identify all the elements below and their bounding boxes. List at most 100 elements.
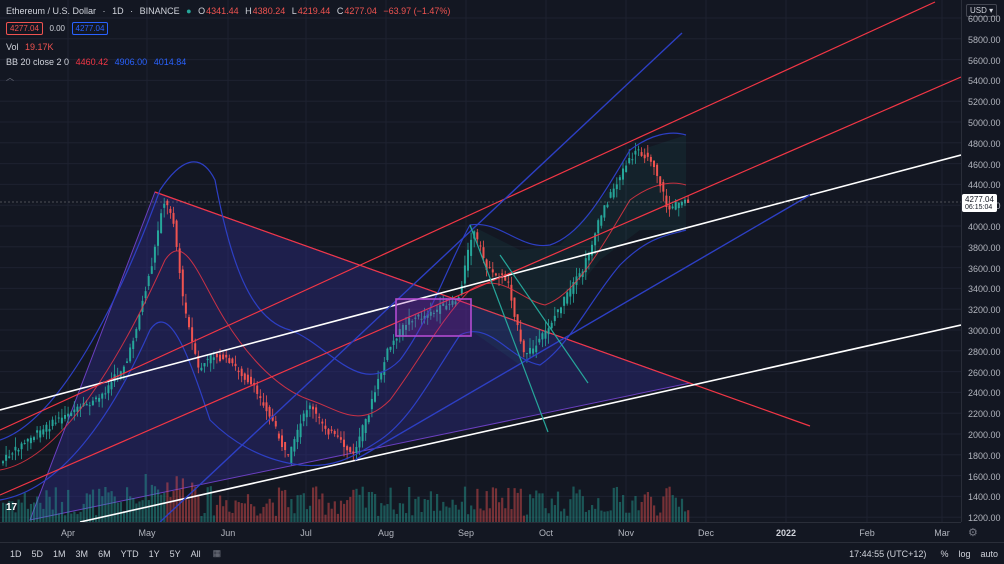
timeframe-5y[interactable]: 5Y [169,548,181,559]
price-tick: 5600.00 [968,55,1001,66]
trendline-green-1[interactable] [469,224,549,433]
trendline-blue-channel[interactable] [354,194,811,461]
timeframe-1m[interactable]: 1M [53,548,66,559]
timeframe-6m[interactable]: 6M [98,548,111,559]
bb-upper-value: 4906.00 [114,57,148,67]
price-tick: 4600.00 [968,159,1001,170]
interval-label[interactable]: 1D [112,6,124,16]
date-range-icon[interactable]: ▦ [212,548,222,558]
volume-legend[interactable]: Vol 19.17K [6,42,58,52]
time-tick: Jul [300,528,312,538]
price-tick: 4800.00 [968,138,1001,149]
bb-lower-line [0,229,687,501]
price-tick: 5200.00 [968,97,1001,108]
bb-label: BB 20 close 2 0 [6,57,70,67]
price-tick: 1400.00 [968,492,1001,503]
trendline-red-top[interactable] [0,1,936,431]
ohlc-open: 4341.44 [206,6,239,16]
price-tick: 5400.00 [968,76,1001,87]
market-status-dot-icon: ● [186,6,192,16]
percent-toggle[interactable]: % [940,548,949,559]
auto-toggle[interactable]: auto [980,548,998,559]
price-chart[interactable] [0,0,961,522]
time-tick: Aug [377,528,395,538]
symbol-name[interactable]: Ethereum / U.S. Dollar [6,6,97,16]
price-tick: 3200.00 [968,305,1001,316]
price-tick: 6000.00 [968,14,1001,24]
time-tick: May [138,528,156,538]
ohlc-high: 4380.24 [252,6,286,16]
time-tick: Feb [859,528,875,538]
last-price-value: 4277.04 [965,195,994,204]
range-rectangle[interactable] [395,298,472,337]
timeframe-ytd[interactable]: YTD [120,548,139,559]
time-tick: Nov [617,528,635,538]
time-tick: Jun [220,528,236,538]
bb-lower-value: 4014.84 [153,57,187,67]
currency-label: USD [970,6,987,15]
price-tick: 3800.00 [968,242,1001,253]
trendline-white-upper[interactable] [0,154,961,411]
ohlc-low-label: L [291,6,297,16]
price-tick: 3400.00 [968,284,1001,295]
ohlc-low: 4219.44 [297,6,331,16]
log-toggle[interactable]: log [958,548,971,559]
price-tick: 3000.00 [968,326,1001,336]
ohlc-close: 4277.04 [344,6,377,16]
time-tick: Apr [60,528,76,538]
bb-legend[interactable]: BB 20 close 2 0 4460.42 4906.00 4014.84 [6,57,190,67]
last-price-tag: 4277.04 06:15:04 [962,194,997,212]
bb-band-fill [470,135,686,365]
bar-countdown: 06:15:04 [965,204,993,211]
price-tick: 5800.00 [968,34,1001,45]
time-tick: Oct [538,528,554,538]
bb-basis-value: 4460.42 [75,57,109,67]
vol-label: Vol [6,42,19,52]
collapse-legend-icon[interactable]: ︿ [6,73,14,82]
price-tick: 1200.00 [968,513,1001,524]
volume-bars [2,473,690,522]
spread-value: 0.00 [49,24,66,33]
price-tick: 1800.00 [968,450,1001,461]
trendline-white-lower[interactable] [79,324,961,522]
timeframe-1d[interactable]: 1D [10,548,22,559]
timeframe-5d[interactable]: 5D [31,548,44,559]
time-tick: Mar [934,528,950,538]
price-tick: 4000.00 [968,222,1001,232]
bb-upper-line [0,132,687,441]
price-tick: 5000.00 [968,118,1001,128]
tradingview-logo[interactable]: 17 [6,502,18,513]
trendline-green-2[interactable] [499,254,589,384]
chart-grid [0,0,961,522]
price-tick: 1600.00 [968,471,1001,482]
trendline-red-mid[interactable] [0,76,961,496]
price-tick: 2400.00 [968,388,1001,399]
ohlc-close-label: C [336,6,344,16]
price-tick: 2800.00 [968,346,1001,357]
price-tick: 2000.00 [968,430,1001,440]
price-tick: 2600.00 [968,367,1001,378]
price-tick: 2200.00 [968,409,1001,420]
sell-button[interactable]: 4277.04 [6,22,43,35]
time-axis[interactable]: Apr May Jun Jul Aug Sep Oct Nov Dec 2022 Feb Mar ⚙ [0,522,978,542]
timeframe-1y[interactable]: 1Y [148,548,160,559]
currency-selector[interactable]: USD ▾ [966,4,998,17]
symbol-legend[interactable]: Ethereum / U.S. Dollar · 1D · BINANCE ● … [6,6,451,16]
timeframe-3m[interactable]: 3M [75,548,89,559]
clock[interactable]: 17:44:55 (UTC+12) [849,548,927,559]
timeframe-all[interactable]: All [190,548,201,559]
exchange-label: BINANCE [139,6,180,16]
price-tick: 3600.00 [968,263,1001,274]
buy-button[interactable]: 4277.04 [71,22,109,35]
vol-value: 19.17K [25,42,54,52]
time-tick: Dec [697,528,715,538]
time-tick: 2022 [775,528,797,538]
triangle-red-edge[interactable] [154,191,811,427]
trade-buttons: 4277.04 0.00 4277.04 [6,22,112,35]
ohlc-open-label: O [198,6,206,16]
price-axis[interactable]: USD ▾ 6000.00 5800.00 5600.00 5400.00 5200.0… [961,0,1004,524]
settings-gear-icon[interactable]: ⚙ [968,527,978,539]
trendline-blue-steep[interactable] [159,32,683,522]
bb-basis-line [0,182,687,471]
bottom-toolbar: 1D 5D 1M 3M 6M YTD 1Y 5Y All ▦ 17:44:55 (UTC+12)… [0,542,1004,564]
